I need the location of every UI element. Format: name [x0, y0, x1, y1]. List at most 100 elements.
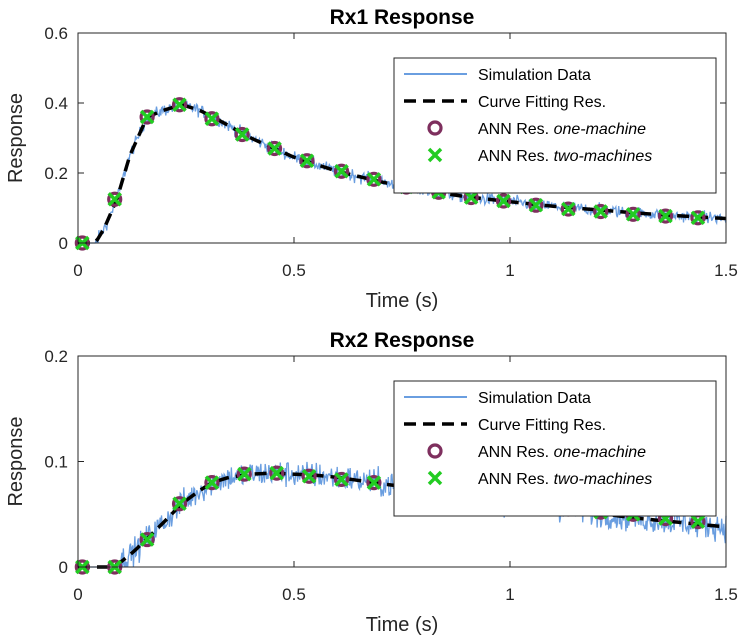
- rx1-ann-two-machines-point: [107, 192, 122, 207]
- rx2-ann-two-machines-point: [204, 475, 220, 490]
- rx1-ann-two-machines-point: [139, 109, 155, 125]
- rx1-ann-two-machines-point: [234, 127, 250, 142]
- rx2-ann-one-machine-point: [171, 496, 188, 512]
- rx2-legend-label-text: ANN Res.: [478, 471, 554, 488]
- rx1-ann-two-machines-point: [690, 210, 706, 226]
- rx2-ytick-label: 0.1: [44, 453, 68, 472]
- rx2-xtick-label: 1: [505, 585, 514, 604]
- rx1-ann-one-machine-point: [593, 203, 609, 220]
- rx1-ann-one-machine-point: [139, 109, 155, 125]
- rx2-ann-one-machine-point: [204, 475, 220, 491]
- rx2-legend-box: [393, 380, 717, 517]
- rx1-ann-one-machine-point: [657, 208, 674, 224]
- rx1-ann-two-machines-point: [593, 204, 608, 219]
- rx2-ann-two-machines-point: [334, 472, 349, 487]
- rx2-legend-label-text: ANN Res.: [478, 444, 554, 461]
- rx1-ann-two-machines-point: [658, 208, 673, 224]
- rx1-ann-two-machines-point: [366, 172, 382, 187]
- rx2-legend-label-text: Simulation Data: [478, 390, 591, 407]
- rx2-legend-label: ANN Res. two-machines: [478, 471, 652, 488]
- rx2-legend: Simulation Data Curve Fitting Res. ANN Res…: [393, 380, 717, 517]
- rx1-ann-two-machines-point: [625, 207, 641, 222]
- rx1-ann-one-machine-point: [299, 153, 315, 169]
- rx1-xlabel: Time (s): [366, 290, 439, 312]
- rx1-ann-one-machine-point: [495, 193, 512, 209]
- rx1-response-panel: 0 0.5 1 1.5 0 0.2 0.4 0.6 Rx1 Response Time (s)…: [5, 6, 738, 312]
- rx1-legend-label: ANN Res. one-machine: [478, 121, 646, 138]
- rx1-axes-frame: [77, 32, 727, 244]
- rx1-ann-one-machine-point: [366, 171, 382, 187]
- rx2-legend-one-machine-marker: [427, 443, 443, 459]
- rx1-legend-label-italic: one-machine: [554, 121, 647, 138]
- rx2-xtick-label: 0: [73, 585, 82, 604]
- rx2-legend-label-italic: one-machine: [554, 444, 647, 461]
- rx1-title: Rx1 Response: [330, 6, 475, 29]
- rx2-ann-two-machines-point: [301, 469, 317, 484]
- rx1-legend: Simulation Data Curve Fitting Res. ANN Res…: [393, 57, 717, 194]
- rx1-ann-one-machine-point: [204, 111, 220, 127]
- rx2-ann-one-machine-point: [366, 475, 382, 491]
- rx1-xtick-label: 1: [505, 261, 514, 280]
- rx1-legend-label-italic: two-machines: [554, 148, 653, 165]
- rx1-ann-one-machine-point: [107, 191, 123, 207]
- rx2-xtick-label: 0.5: [282, 585, 306, 604]
- rx2-title: Rx2 Response: [330, 329, 475, 352]
- rx1-legend-label: ANN Res. two-machines: [478, 148, 652, 165]
- rx2-ann-two-machines-point: [690, 514, 706, 529]
- rx2-ytick-label: 0: [59, 558, 68, 577]
- rx1-legend-one-machine-marker: [427, 120, 443, 136]
- rx1-ytick-label: 0.4: [44, 94, 68, 113]
- rx1-ann-two-machines-point: [172, 97, 187, 112]
- rx2-ylabel: Response: [5, 416, 27, 506]
- rx1-xtick-label: 1.5: [714, 261, 738, 280]
- rx1-legend-label: Curve Fitting Res.: [478, 94, 606, 111]
- rx2-xtick-label: 1.5: [714, 585, 738, 604]
- rx1-legend-label-text: ANN Res.: [478, 121, 554, 138]
- rx2-legend-label-italic: two-machines: [554, 471, 653, 488]
- rx2-ann-one-machine-point: [236, 466, 252, 482]
- rx2-ann-two-machines-point: [366, 475, 382, 490]
- rx1-ann-one-machine-point: [690, 210, 706, 226]
- rx2-legend-two-machines-marker: [427, 470, 443, 486]
- rx2-legend-label: Simulation Data: [478, 390, 591, 407]
- rx1-ann-two-machines-point: [299, 153, 315, 168]
- rx1-legend-label-text: ANN Res.: [478, 148, 554, 165]
- rx1-ytick-label: 0.6: [44, 24, 68, 43]
- rx1-ann-one-machine-point: [625, 206, 641, 222]
- rx2-ytick-label: 0.2: [44, 347, 68, 366]
- rx1-ann-two-machines-point: [204, 111, 220, 126]
- rx2-ann-two-machines-point: [269, 465, 284, 481]
- rx2-ann-two-machines-point: [172, 496, 187, 511]
- rx1-legend-two-machines-marker: [427, 147, 443, 163]
- rx1-ytick-label: 0: [59, 234, 68, 253]
- rx2-ann-two-machines-point: [237, 466, 252, 482]
- rx1-ann-two-machines-point: [528, 197, 544, 213]
- rx1-ann-one-machine-point: [234, 126, 250, 143]
- rx2-legend-label: Curve Fitting Res.: [478, 417, 606, 434]
- rx1-legend-label: Simulation Data: [478, 67, 591, 84]
- rx2-ann-one-machine-point: [269, 465, 285, 481]
- rx2-ann-one-machine-point: [301, 468, 317, 484]
- rx1-ann-one-machine-point: [333, 163, 350, 179]
- rx1-legend-label-text: Simulation Data: [478, 67, 591, 84]
- rx1-legend-label-text: Curve Fitting Res.: [478, 94, 606, 111]
- rx1-ann-two-machines-point: [334, 164, 349, 179]
- rx1-ytick-label: 0.2: [44, 164, 68, 183]
- rx1-xtick-label: 0.5: [282, 261, 306, 280]
- rx1-ann-two-machines-point: [496, 193, 511, 209]
- rx1-ann-one-machine-point: [528, 197, 544, 213]
- rx1-legend-box: [393, 57, 717, 194]
- rx2-ann-one-machine-point: [333, 471, 350, 488]
- rx2-legend-label: ANN Res. one-machine: [478, 444, 646, 461]
- rx1-ann-two-machines-point: [267, 141, 282, 156]
- rx2-ann-two-machines-point: [139, 532, 155, 547]
- rx1-ann-one-machine-point: [560, 201, 576, 217]
- rx1-ylabel: Response: [5, 93, 27, 183]
- rx1-ann-two-machines-point: [561, 201, 576, 217]
- rx1-xtick-label: 0: [73, 261, 82, 280]
- rx1-ann-one-machine-point: [266, 140, 283, 157]
- rx2-legend-label-text: Curve Fitting Res.: [478, 417, 606, 434]
- rx2-xlabel: Time (s): [366, 614, 439, 636]
